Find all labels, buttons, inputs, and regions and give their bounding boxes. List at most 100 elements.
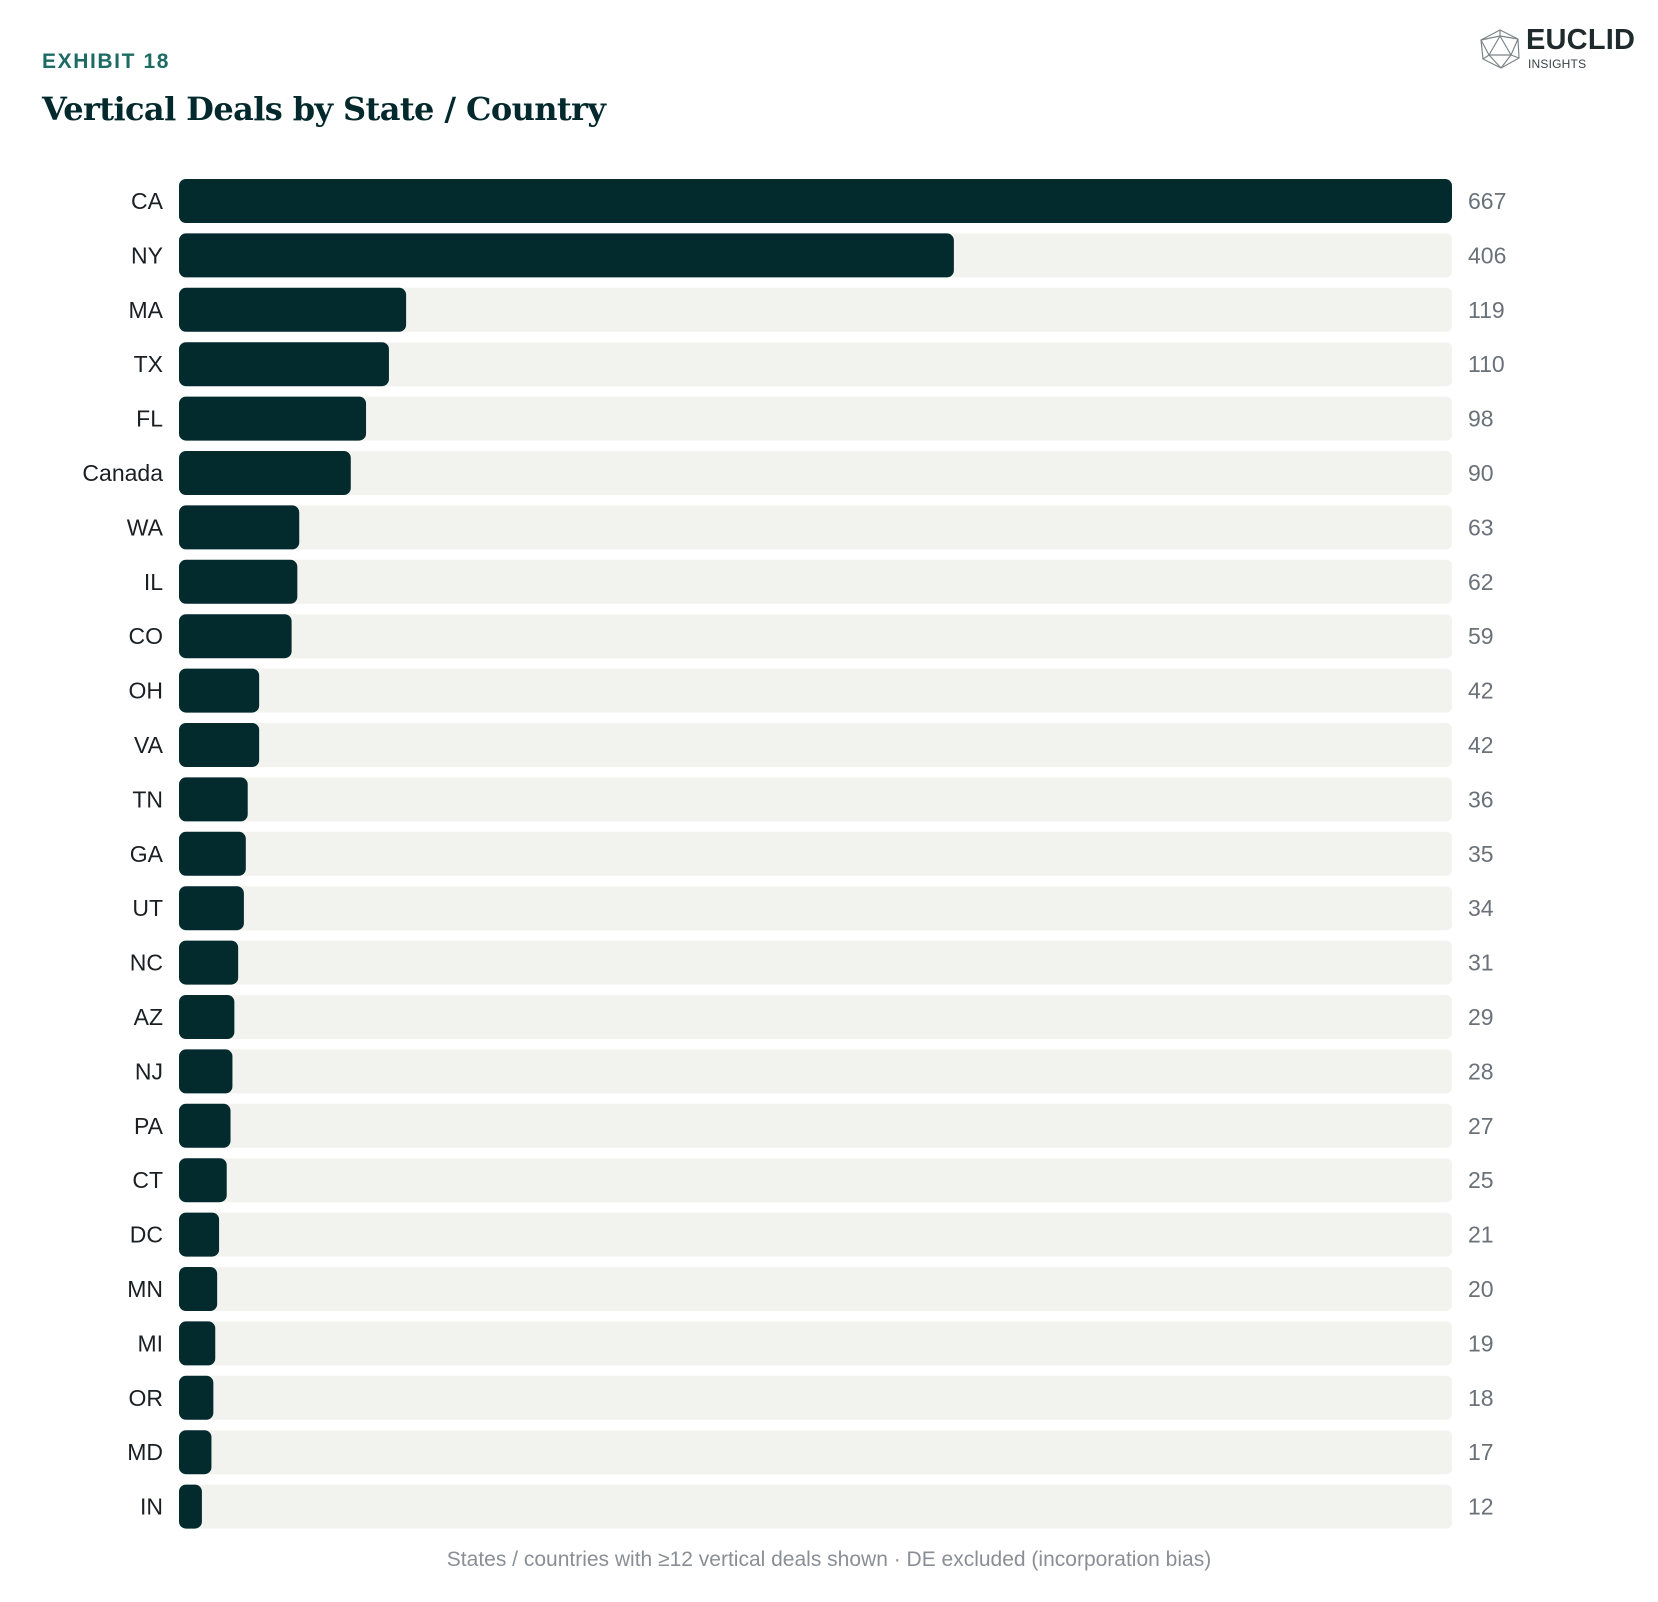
bar xyxy=(179,668,260,713)
bar xyxy=(179,233,954,278)
bar-track xyxy=(179,831,1452,876)
bar-track xyxy=(179,777,1452,822)
category-label: GA xyxy=(130,841,164,867)
category-label: MA xyxy=(129,297,164,323)
bar-track xyxy=(179,1212,1452,1257)
bar-track xyxy=(179,1158,1452,1203)
value-label: 62 xyxy=(1468,569,1494,595)
value-label: 18 xyxy=(1468,1385,1494,1411)
value-label: 42 xyxy=(1468,732,1494,758)
category-label: CO xyxy=(129,623,164,649)
bar xyxy=(179,1430,212,1475)
value-label: 27 xyxy=(1468,1113,1494,1139)
value-label: 29 xyxy=(1468,1004,1494,1030)
bar xyxy=(179,342,389,387)
category-label: UT xyxy=(132,895,163,921)
value-label: 35 xyxy=(1468,841,1494,867)
bar-track xyxy=(179,1430,1452,1475)
category-label: FL xyxy=(136,406,163,432)
bar xyxy=(179,287,407,332)
bar-track xyxy=(179,668,1452,713)
bar-track xyxy=(179,451,1452,495)
bar-track xyxy=(179,1103,1452,1148)
bar xyxy=(179,1212,220,1257)
logo-subtitle: INSIGHTS xyxy=(1528,57,1587,71)
bar-track xyxy=(179,1049,1452,1094)
category-label: PA xyxy=(134,1113,164,1139)
category-label: NY xyxy=(131,242,163,268)
value-label: 25 xyxy=(1468,1167,1494,1193)
value-label: 28 xyxy=(1468,1058,1494,1084)
bar xyxy=(179,451,351,495)
value-label: 119 xyxy=(1468,297,1505,323)
bar-track xyxy=(179,559,1452,604)
category-label: MN xyxy=(127,1276,163,1302)
exhibit-label: EXHIBIT 18 xyxy=(42,50,171,73)
category-label: TX xyxy=(134,351,163,377)
bar xyxy=(179,1321,216,1366)
chart-footnote: States / countries with ≥12 vertical dea… xyxy=(446,1548,1212,1571)
bar-track xyxy=(179,1375,1452,1420)
bar-track xyxy=(179,396,1452,441)
category-label: CT xyxy=(132,1167,163,1193)
category-label: CA xyxy=(131,188,164,214)
bar xyxy=(179,614,292,659)
bar-track xyxy=(179,1484,1452,1529)
bar xyxy=(179,1484,202,1529)
bar xyxy=(179,1103,231,1148)
logo-name: EUCLID xyxy=(1526,24,1636,56)
bar xyxy=(179,723,260,767)
chart-title: Vertical Deals by State / Country xyxy=(42,90,606,128)
bar xyxy=(179,179,1452,223)
value-label: 98 xyxy=(1468,406,1494,432)
category-label: OH xyxy=(129,678,164,704)
category-label: IL xyxy=(144,569,163,595)
category-label: WA xyxy=(127,514,164,540)
value-label: 21 xyxy=(1468,1222,1494,1248)
value-label: 42 xyxy=(1468,678,1494,704)
category-label: Canada xyxy=(82,460,163,486)
bar xyxy=(179,777,248,822)
bar xyxy=(179,559,298,604)
category-label: MD xyxy=(127,1439,163,1465)
value-label: 406 xyxy=(1468,242,1506,268)
bar-chart: CA 667 NY 406 MA 119 TX 110 FL 98 Canada 90 WA 63 IL 62… xyxy=(82,179,1506,1529)
bar-track xyxy=(179,940,1452,985)
category-label: IN xyxy=(140,1494,163,1520)
category-label: DC xyxy=(130,1222,163,1248)
value-label: 31 xyxy=(1468,950,1494,976)
value-label: 36 xyxy=(1468,786,1494,812)
bar-track xyxy=(179,723,1452,767)
value-label: 19 xyxy=(1468,1330,1494,1356)
value-label: 63 xyxy=(1468,514,1494,540)
category-label: MI xyxy=(137,1330,163,1356)
category-label: NC xyxy=(130,950,163,976)
bar xyxy=(179,886,244,931)
value-label: 17 xyxy=(1468,1439,1494,1465)
value-label: 59 xyxy=(1468,623,1494,649)
category-label: NJ xyxy=(135,1058,163,1084)
bar-track xyxy=(179,995,1452,1039)
bar xyxy=(179,1158,227,1203)
bar-track xyxy=(179,1321,1452,1366)
category-label: VA xyxy=(134,732,164,758)
category-label: TN xyxy=(132,786,163,812)
bar xyxy=(179,940,239,985)
bar xyxy=(179,831,246,876)
value-label: 34 xyxy=(1468,895,1494,921)
bar-track xyxy=(179,342,1452,387)
bar xyxy=(179,1267,218,1311)
category-label: AZ xyxy=(134,1004,163,1030)
value-label: 667 xyxy=(1468,188,1506,214)
bar xyxy=(179,505,300,550)
value-label: 12 xyxy=(1468,1494,1494,1520)
bar-track xyxy=(179,614,1452,659)
icosahedron-icon xyxy=(1480,29,1520,69)
value-label: 110 xyxy=(1468,351,1505,377)
value-label: 90 xyxy=(1468,460,1494,486)
bar-track xyxy=(179,287,1452,332)
bar-track xyxy=(179,886,1452,931)
brand-logo: EUCLID INSIGHTS xyxy=(1478,24,1638,74)
value-label: 20 xyxy=(1468,1276,1494,1302)
bar xyxy=(179,995,235,1039)
